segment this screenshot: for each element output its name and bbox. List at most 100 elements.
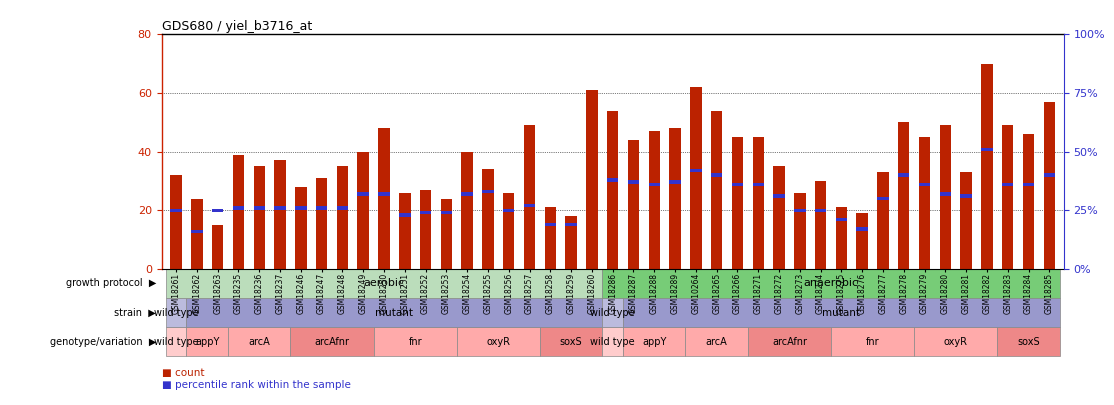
Text: aerobic: aerobic bbox=[363, 279, 404, 288]
Bar bbox=[1044, 173, 1055, 177]
Bar bbox=[233, 206, 244, 210]
Bar bbox=[295, 206, 306, 210]
Bar bbox=[482, 190, 494, 193]
Bar bbox=[648, 131, 659, 269]
Bar bbox=[711, 111, 722, 269]
Bar bbox=[607, 111, 618, 269]
Bar bbox=[420, 190, 431, 269]
Text: soxS: soxS bbox=[560, 337, 583, 347]
Text: oxyR: oxyR bbox=[944, 337, 968, 347]
Bar bbox=[815, 181, 827, 269]
Bar bbox=[711, 173, 722, 177]
Bar bbox=[166, 269, 603, 298]
Bar bbox=[545, 207, 556, 269]
Bar bbox=[379, 192, 390, 196]
Bar bbox=[399, 193, 410, 269]
Bar bbox=[379, 128, 390, 269]
Bar bbox=[566, 216, 577, 269]
Bar bbox=[420, 211, 431, 214]
Bar bbox=[815, 209, 827, 212]
Bar bbox=[877, 172, 889, 269]
Bar bbox=[603, 327, 623, 356]
Bar bbox=[960, 194, 971, 198]
Bar bbox=[747, 327, 831, 356]
Bar bbox=[1023, 134, 1034, 269]
Bar bbox=[545, 223, 556, 226]
Bar bbox=[461, 152, 472, 269]
Bar bbox=[981, 64, 993, 269]
Text: anaerobic: anaerobic bbox=[803, 279, 859, 288]
Bar bbox=[212, 209, 224, 212]
Bar bbox=[919, 137, 930, 269]
Bar bbox=[939, 125, 951, 269]
Text: genotype/variation  ▶: genotype/variation ▶ bbox=[50, 337, 156, 347]
Bar bbox=[1044, 102, 1055, 269]
Bar bbox=[192, 230, 203, 233]
Bar bbox=[623, 298, 1059, 327]
Bar bbox=[836, 207, 847, 269]
Text: strain  ▶: strain ▶ bbox=[115, 308, 156, 318]
Bar bbox=[295, 187, 306, 269]
Bar bbox=[399, 213, 410, 217]
Bar bbox=[919, 183, 930, 186]
Bar bbox=[461, 192, 472, 196]
Bar bbox=[607, 178, 618, 181]
Bar bbox=[274, 160, 286, 269]
Bar bbox=[836, 218, 847, 222]
Bar bbox=[504, 209, 515, 212]
Text: wild type: wild type bbox=[590, 337, 635, 347]
Bar bbox=[997, 327, 1059, 356]
Bar bbox=[441, 198, 452, 269]
Bar bbox=[691, 168, 702, 172]
Bar bbox=[254, 206, 265, 210]
Bar bbox=[170, 175, 182, 269]
Text: growth protocol  ▶: growth protocol ▶ bbox=[66, 279, 156, 288]
Text: arcA: arcA bbox=[248, 337, 270, 347]
Bar bbox=[1001, 125, 1014, 269]
Text: arcAfnr: arcAfnr bbox=[772, 337, 807, 347]
Bar bbox=[753, 137, 764, 269]
Bar bbox=[586, 90, 597, 269]
Bar bbox=[291, 327, 373, 356]
Text: appY: appY bbox=[195, 337, 219, 347]
Bar bbox=[212, 225, 224, 269]
Bar bbox=[877, 197, 889, 200]
Bar bbox=[358, 152, 369, 269]
Bar bbox=[670, 128, 681, 269]
Bar bbox=[831, 327, 915, 356]
Bar bbox=[192, 198, 203, 269]
Bar bbox=[603, 269, 1059, 298]
Bar bbox=[685, 327, 747, 356]
Bar bbox=[732, 183, 743, 186]
Bar bbox=[316, 206, 328, 210]
Bar bbox=[773, 194, 784, 198]
Bar bbox=[1001, 183, 1014, 186]
Bar bbox=[254, 166, 265, 269]
Text: mutant: mutant bbox=[375, 308, 413, 318]
Bar bbox=[857, 213, 868, 269]
Bar bbox=[336, 206, 349, 210]
Bar bbox=[228, 327, 291, 356]
Bar bbox=[274, 206, 286, 210]
Bar bbox=[373, 327, 457, 356]
Bar bbox=[628, 140, 639, 269]
Bar bbox=[166, 327, 186, 356]
Text: GDS680 / yiel_b3716_at: GDS680 / yiel_b3716_at bbox=[162, 20, 312, 33]
Bar bbox=[358, 192, 369, 196]
Bar bbox=[732, 137, 743, 269]
Bar bbox=[566, 223, 577, 226]
Bar bbox=[960, 172, 971, 269]
Bar bbox=[524, 125, 535, 269]
Bar bbox=[441, 211, 452, 214]
Bar bbox=[540, 327, 603, 356]
Text: fnr: fnr bbox=[409, 337, 422, 347]
Text: soxS: soxS bbox=[1017, 337, 1039, 347]
Bar bbox=[898, 122, 909, 269]
Bar bbox=[457, 327, 540, 356]
Text: arcAfnr: arcAfnr bbox=[314, 337, 350, 347]
Bar bbox=[336, 166, 349, 269]
Bar bbox=[915, 327, 997, 356]
Text: wild type: wild type bbox=[154, 308, 198, 318]
Bar bbox=[773, 166, 784, 269]
Bar bbox=[316, 178, 328, 269]
